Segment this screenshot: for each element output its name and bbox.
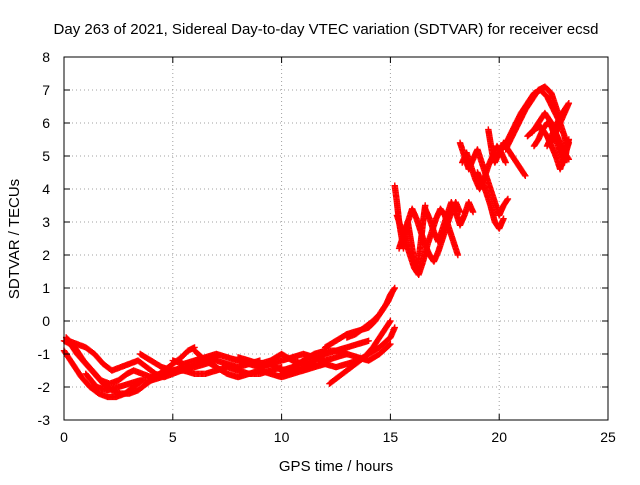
data-point (504, 195, 512, 203)
y-tick-label: -2 (38, 379, 51, 395)
y-tick-label: 3 (42, 214, 50, 230)
data-point (387, 317, 394, 325)
data-points (60, 83, 573, 401)
data-point (502, 159, 509, 166)
plot-frame (63, 56, 609, 421)
x-tick-label: 0 (60, 429, 68, 445)
data-point (469, 208, 477, 216)
x-tick-label: 5 (169, 429, 177, 445)
data-point (503, 196, 511, 204)
data-point (391, 284, 398, 292)
y-tick-label: -1 (38, 346, 51, 362)
grid (64, 57, 608, 420)
data-point (391, 324, 398, 331)
y-tick-label: 2 (42, 247, 50, 263)
data-point (564, 155, 572, 162)
x-tick-label: 20 (491, 429, 507, 445)
data-point (565, 156, 573, 163)
x-tick-label: 25 (600, 429, 616, 445)
ticks (63, 56, 609, 421)
data-point (500, 215, 507, 222)
data-point (521, 171, 528, 178)
data-point (387, 340, 394, 348)
y-tick-label: 6 (42, 115, 50, 131)
data-point (522, 172, 529, 179)
y-tick-label: 4 (42, 181, 50, 197)
chart-title: Day 263 of 2021, Sidereal Day-to-day VTE… (54, 21, 599, 38)
data-point (543, 142, 551, 150)
x-tick-labels: 0 5 10 15 20 25 (60, 429, 616, 445)
y-tick-label: 8 (42, 49, 50, 65)
y-tick-labels: -3 -2 -1 0 1 2 3 4 5 6 7 8 (38, 49, 51, 428)
data-point (365, 337, 372, 344)
x-axis-label: GPS time / hours (279, 458, 393, 475)
x-tick-label: 15 (383, 429, 399, 445)
data-point (386, 318, 393, 326)
x-tick-label: 10 (274, 429, 290, 445)
y-axis-label: SDTVAR / TECUs (6, 179, 23, 299)
y-tick-label: 7 (42, 82, 50, 98)
data-point (454, 251, 462, 259)
y-tick-label: 5 (42, 148, 50, 164)
data-point (386, 341, 393, 349)
data-point (565, 136, 573, 143)
y-tick-label: -3 (38, 412, 51, 428)
y-tick-label: 1 (42, 280, 50, 296)
y-tick-label: 0 (42, 313, 50, 329)
data-point (390, 285, 398, 293)
